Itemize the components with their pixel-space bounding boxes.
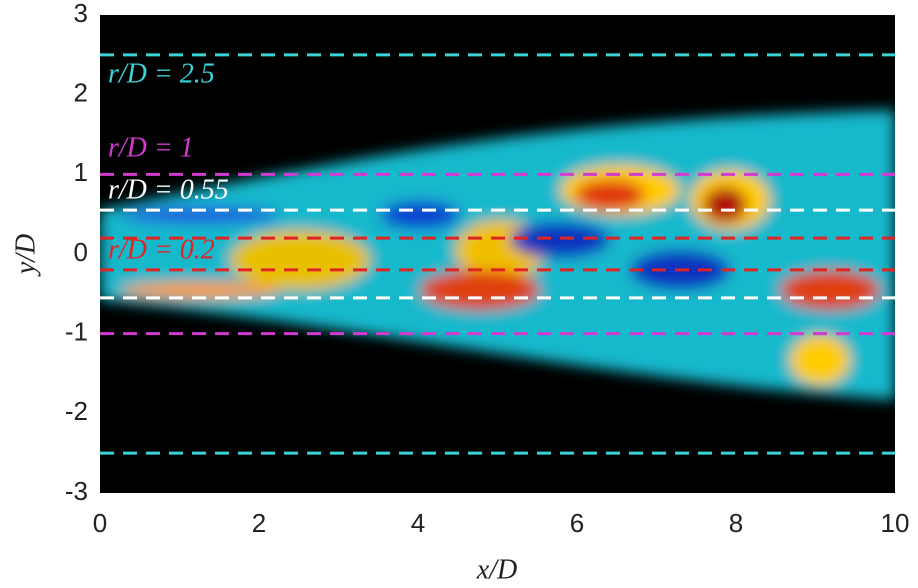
x-tick-label: 10: [881, 508, 910, 538]
y-tick-label: 3: [74, 0, 88, 28]
y-tick-label: -2: [65, 396, 88, 426]
y-axis-label: y/D: [10, 234, 41, 277]
field-blob: [120, 282, 280, 298]
x-tick-label: 4: [411, 508, 425, 538]
line-label: r/D = 2.5: [108, 58, 215, 89]
y-tick-label: -3: [65, 476, 88, 506]
y-tick-label: -1: [65, 317, 88, 347]
field: [100, 110, 895, 400]
field-blob: [510, 222, 610, 258]
field-blob: [703, 187, 747, 223]
x-tick-label: 2: [252, 508, 266, 538]
x-axis-label: x/D: [476, 554, 517, 585]
line-label: r/D = 1: [108, 132, 194, 163]
y-tick-label: 1: [74, 157, 88, 187]
x-tick-label: 6: [570, 508, 584, 538]
x-tick-label: 8: [729, 508, 743, 538]
field-blob: [380, 201, 460, 229]
field-blob: [780, 270, 880, 310]
field-blob: [420, 270, 540, 310]
field-blob: [575, 180, 645, 210]
y-tick-label: 0: [74, 237, 88, 267]
line-label: r/D = 0.55: [108, 174, 229, 205]
field-blob: [230, 230, 370, 290]
field-blob: [790, 335, 850, 385]
y-tick-label: 2: [74, 78, 88, 108]
x-tick-label: 0: [93, 508, 107, 538]
line-label: r/D = 0.2: [108, 234, 215, 265]
